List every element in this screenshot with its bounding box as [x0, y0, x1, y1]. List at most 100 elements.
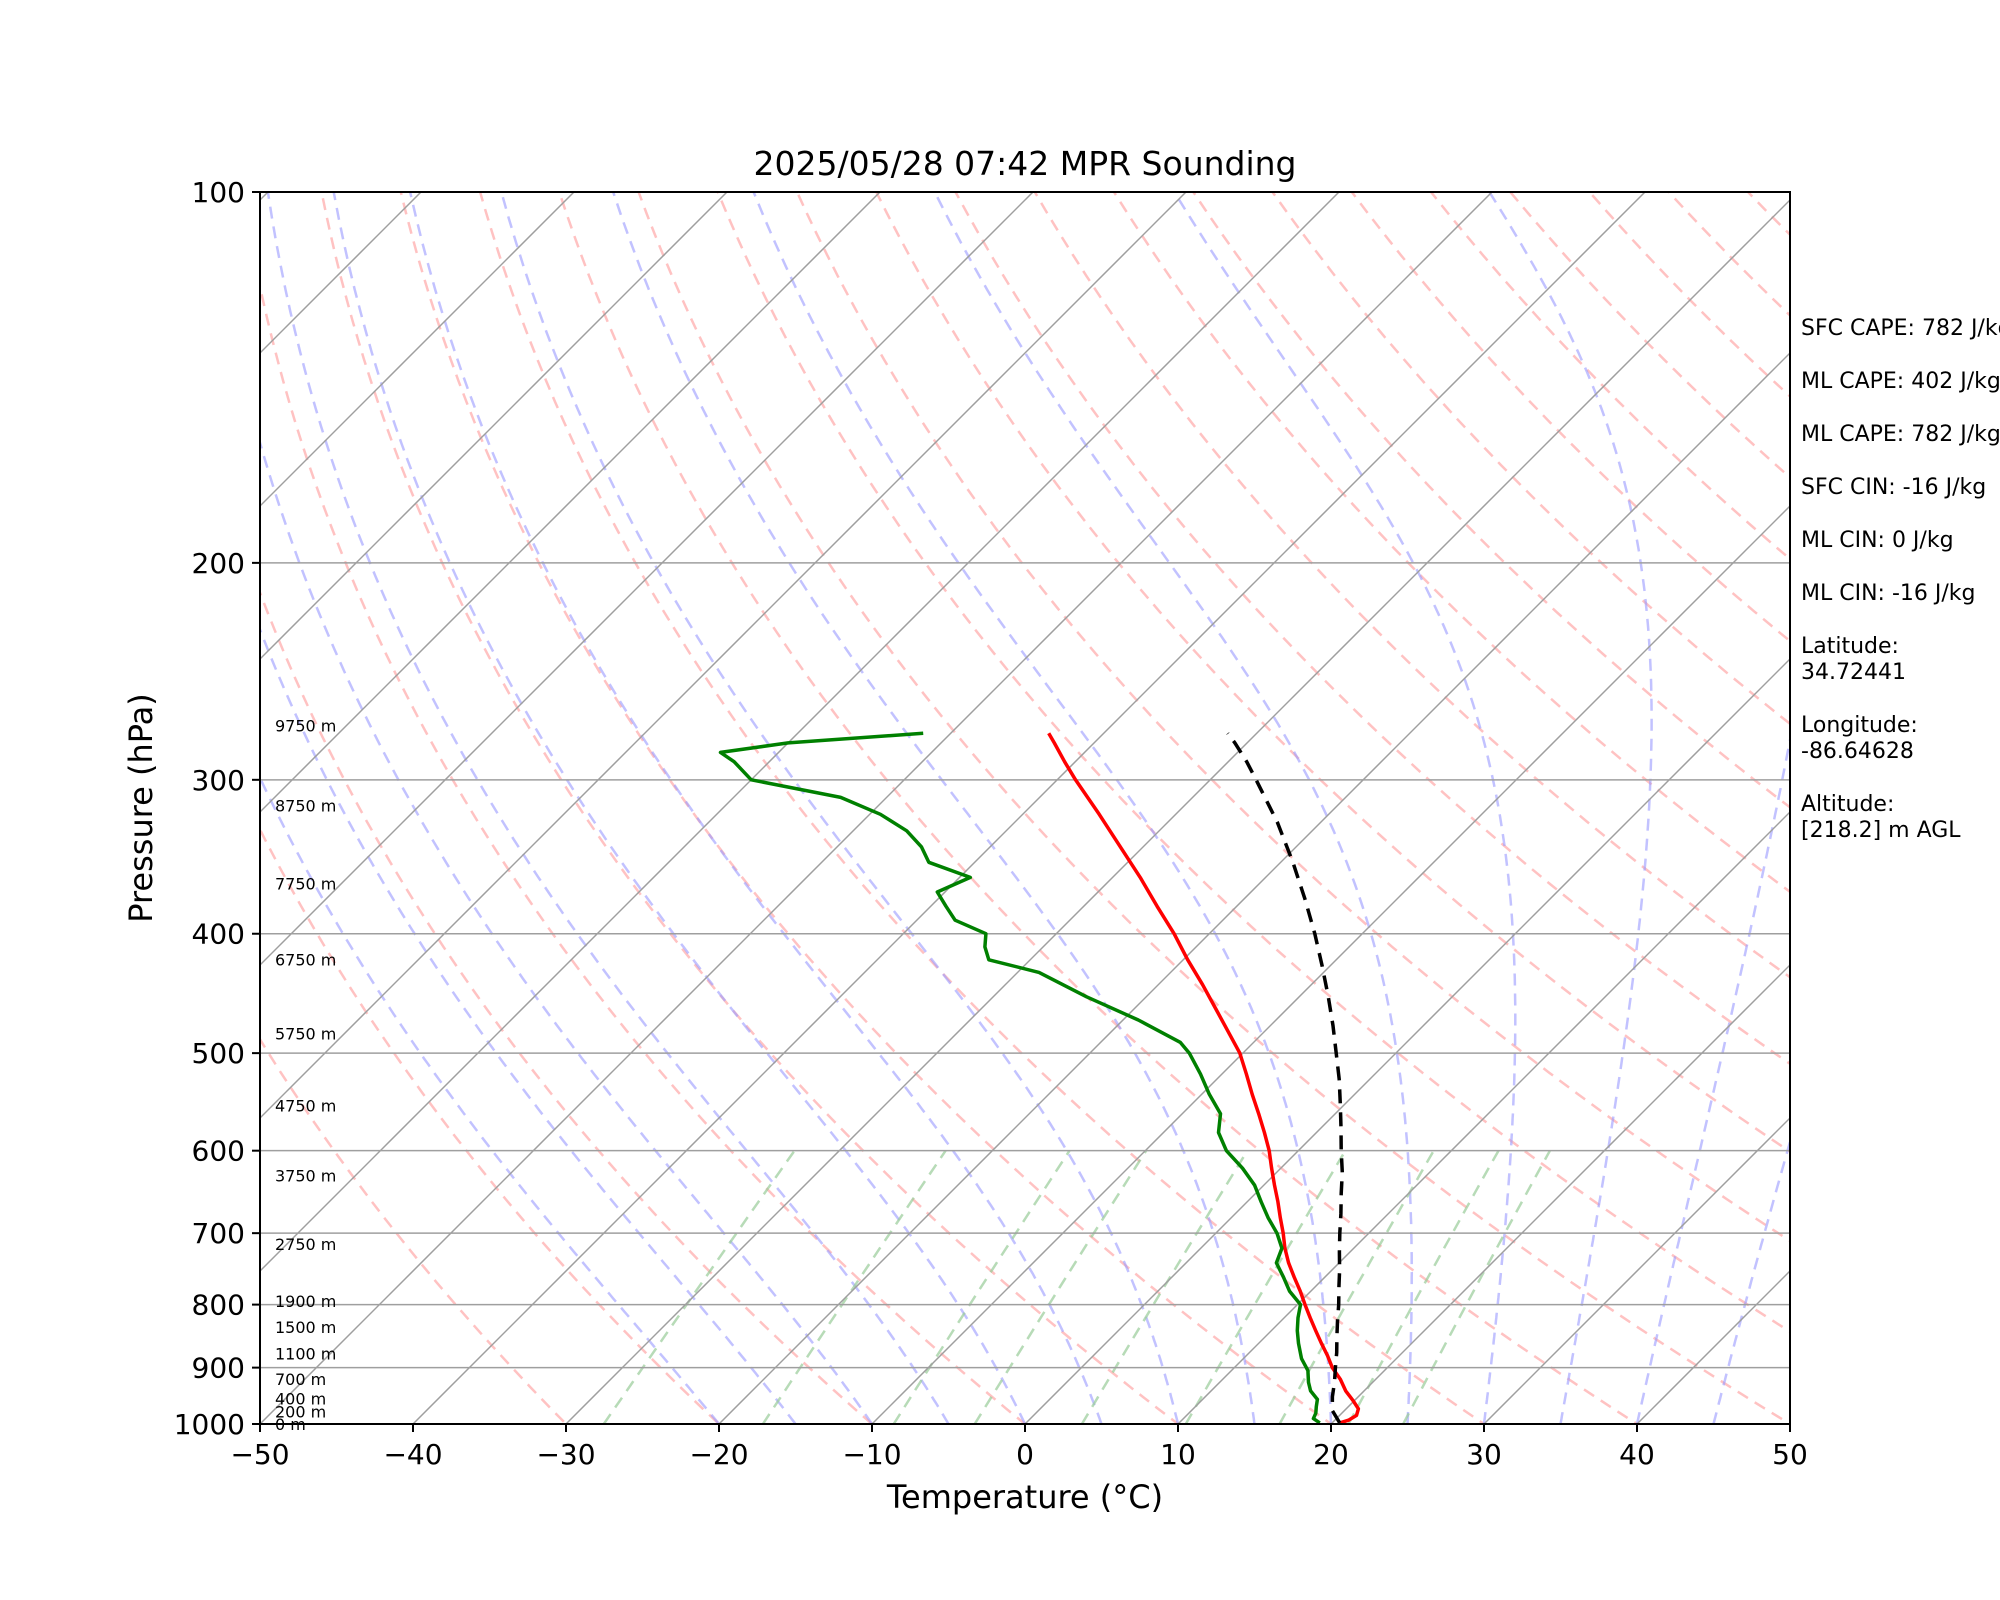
x-tick-label: −40	[383, 1438, 442, 1471]
y-tick-label: 1000	[174, 1408, 245, 1441]
dry-adiabat-line	[637, 192, 1790, 1424]
longitude-label: Longitude:	[1801, 713, 1918, 738]
height-label: 9750 m	[275, 717, 336, 736]
x-tick-label: −30	[536, 1438, 595, 1471]
mixing-ratio-line	[1080, 1150, 1249, 1424]
height-label: 7750 m	[275, 875, 336, 894]
dry-adiabat-line	[260, 589, 874, 1424]
height-label: 1500 m	[275, 1318, 336, 1337]
x-axis-label: Temperature (°C)	[886, 1478, 1163, 1516]
height-label: 0 m	[275, 1415, 306, 1434]
sfc-cin-text: SFC CIN: -16 J/kg	[1801, 475, 1987, 500]
mixing-ratio-line	[892, 1150, 1071, 1424]
y-tick-label: 800	[192, 1289, 245, 1322]
ml-cin-text: ML CIN: 0 J/kg	[1801, 528, 1954, 553]
x-tick-label: 40	[1619, 1438, 1655, 1471]
dry-adiabat-line	[1509, 192, 1790, 480]
isotherm-line	[1177, 810, 1790, 1424]
y-tick-label: 300	[192, 764, 245, 797]
isotherm-line	[260, 192, 1034, 967]
ml-cape-text: ML CAPE: 402 J/kg	[1801, 369, 2000, 394]
height-label: 8750 m	[275, 797, 336, 816]
chart-title: 2025/05/28 07:42 MPR Sounding	[753, 144, 1296, 183]
y-tick-label: 700	[192, 1217, 245, 1250]
isotherm-line	[260, 192, 881, 814]
dry-adiabat-line	[716, 192, 1790, 1334]
y-tick-label: 100	[192, 176, 245, 209]
height-label: 200 m	[275, 1402, 326, 1421]
dry-adiabat-line	[478, 192, 1487, 1424]
background-grid	[0, 192, 1790, 1424]
mixing-ratio-line	[1184, 1150, 1347, 1424]
latitude-value: 34.72441	[1801, 660, 1906, 685]
mixing-ratio-line	[761, 1149, 947, 1424]
dry-adiabat-line	[558, 192, 1640, 1424]
plot-frame	[259, 191, 1791, 1425]
moist-adiabat-line	[1173, 192, 1517, 1424]
height-label: 5750 m	[275, 1024, 336, 1043]
mixing-ratio-line	[602, 1149, 796, 1424]
parcel-trace	[1226, 732, 1345, 1424]
x-tick-label: 30	[1466, 1438, 1502, 1471]
altitude-value: [218.2] m AGL	[1801, 818, 1961, 843]
isotherm-line	[871, 504, 1790, 1424]
moist-adiabat-line	[933, 192, 1414, 1424]
height-label: 1100 m	[275, 1344, 336, 1363]
dry-adiabat-line	[1350, 192, 1790, 643]
dry-adiabat-line	[260, 826, 721, 1424]
dewpoint-trace	[718, 731, 1321, 1424]
y-tick-label: 200	[192, 547, 245, 580]
x-tick-label: −20	[689, 1438, 748, 1471]
sfc-cape-text: SFC CAPE: 782 J/kg	[1801, 316, 2000, 341]
sounding-traces	[718, 731, 1361, 1424]
x-tick-label: 20	[1313, 1438, 1349, 1471]
moist-adiabat-line	[1712, 1137, 1790, 1424]
isotherm-line	[1024, 657, 1790, 1424]
moist-adiabat-line	[500, 192, 1180, 1424]
isotherm-line	[260, 192, 1493, 1424]
dry-adiabat-line	[1112, 192, 1790, 894]
dry-adiabat-line	[260, 280, 1028, 1424]
mixing-ratio-line	[1402, 1150, 1551, 1424]
moist-adiabat-line	[408, 192, 1103, 1424]
isotherm-line	[1330, 963, 1790, 1424]
moist-adiabat-line	[260, 626, 797, 1424]
moist-adiabat-line	[266, 192, 950, 1424]
isotherm-line	[1483, 1116, 1790, 1424]
ml-cin-text-2: ML CIN: -16 J/kg	[1801, 581, 1976, 606]
moist-adiabat-line	[332, 192, 1027, 1424]
x-tick-label: 0	[1016, 1438, 1034, 1471]
isotherm-line	[718, 351, 1790, 1424]
dry-adiabat-line	[260, 1037, 568, 1424]
height-label: 4750 m	[275, 1096, 336, 1115]
height-label: 2750 m	[275, 1235, 336, 1254]
mixing-ratio-line	[973, 1150, 1148, 1424]
longitude-value: -86.64628	[1801, 739, 1914, 764]
x-tick-label: 10	[1160, 1438, 1196, 1471]
moist-adiabat-line	[1488, 192, 1653, 1424]
height-label: 700 m	[275, 1370, 326, 1389]
moist-adiabat-line	[752, 192, 1333, 1424]
y-tick-label: 400	[192, 918, 245, 951]
x-tick-label: 50	[1772, 1438, 1808, 1471]
y-tick-label: 900	[192, 1352, 245, 1385]
mixing-ratio-line	[1278, 1150, 1435, 1424]
sounding-info-panel: SFC CAPE: 782 J/kg ML CAPE: 402 J/kg ML …	[1801, 316, 2000, 871]
latitude-label: Latitude:	[1801, 634, 1899, 659]
x-tick-label: −50	[230, 1438, 289, 1471]
dry-adiabat-line	[1033, 192, 1790, 979]
dry-adiabat-line	[1430, 192, 1790, 561]
height-label: 3750 m	[275, 1166, 336, 1185]
x-tick-label: −10	[842, 1438, 901, 1471]
y-tick-label: 500	[192, 1037, 245, 1070]
height-label: 6750 m	[275, 950, 336, 969]
y-tick-label: 600	[192, 1135, 245, 1168]
isotherm-line	[565, 198, 1790, 1424]
height-label: 400 m	[275, 1390, 326, 1409]
moist-adiabat-line	[1635, 733, 1790, 1424]
isotherm-line	[0, 192, 115, 1424]
isotherm-line	[412, 192, 1646, 1424]
y-axis-label: Pressure (hPa)	[122, 693, 160, 923]
